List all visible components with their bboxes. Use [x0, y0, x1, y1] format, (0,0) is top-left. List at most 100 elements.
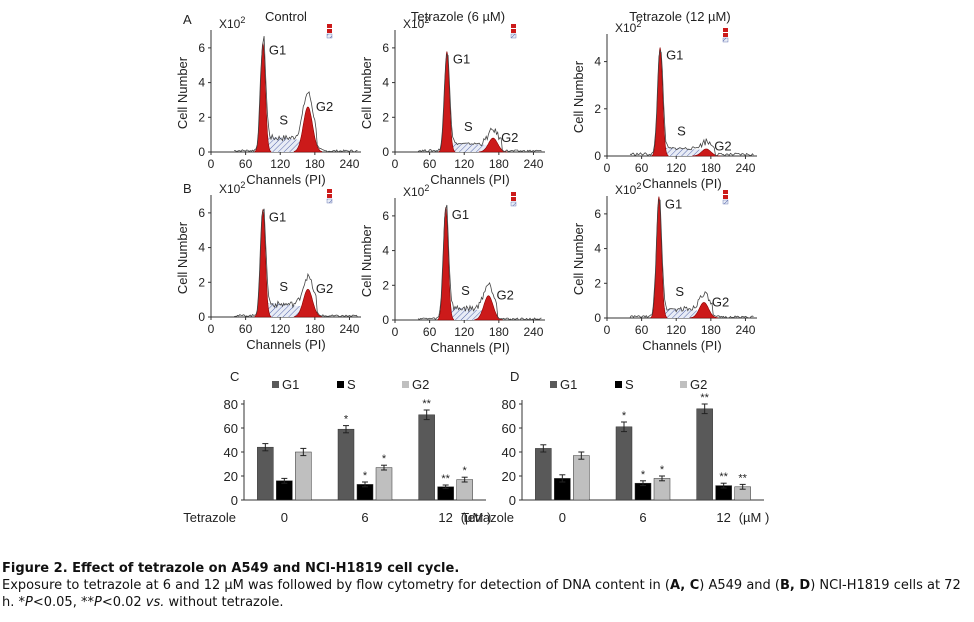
g1-peak [254, 209, 272, 318]
histogram-trace [417, 204, 542, 321]
g2-peak [293, 288, 323, 318]
x-tick-label: 180 [489, 157, 509, 171]
label-g1: G1 [269, 209, 286, 224]
label-g1: G1 [269, 43, 286, 58]
bar-g2-6 [375, 467, 393, 501]
mini-legend [722, 28, 729, 43]
y-tick-label: 0 [198, 310, 205, 324]
mini-legend [722, 190, 729, 205]
g2-peak [293, 106, 323, 153]
x-tick-label: 240 [523, 325, 543, 339]
y-tick-label: 2 [594, 276, 601, 290]
bar-g1-0 [257, 446, 274, 501]
x-tick-label: 0 [208, 157, 215, 171]
x-tick-label: 240 [523, 157, 543, 171]
label-g2: G2 [712, 294, 729, 309]
y-tick-label: 0 [594, 311, 601, 325]
y-axis-title: Cell Number [175, 221, 190, 294]
bar-g2-0 [573, 455, 590, 501]
y-tick-label: 2 [198, 275, 205, 289]
panel-label-c: C [230, 369, 239, 384]
legend-swatch-g1 [550, 381, 557, 388]
x-category-label: 12 [438, 510, 452, 525]
mini-legend-swatch [326, 33, 333, 39]
g1-peak [437, 207, 455, 321]
mini-legend-swatch [327, 189, 332, 193]
y-multiplier: X102 [615, 181, 641, 197]
caption-title: Figure 2. Effect of tetrazole on A549 an… [2, 561, 460, 576]
x-category-label: 0 [559, 510, 566, 525]
mini-legend [510, 24, 517, 39]
significance-mark: * [382, 453, 387, 465]
y-axis-title: Cell Number [571, 222, 586, 295]
y-tick-label: 2 [382, 278, 389, 292]
legend-label-g1: G1 [560, 377, 577, 392]
y-tick-label: 20 [502, 469, 516, 484]
x-tick-label: 60 [635, 323, 649, 337]
x-tick-label: 120 [454, 157, 474, 171]
mini-legend-swatch [511, 197, 516, 201]
y-tick-label: 4 [382, 244, 389, 258]
y-tick-label: 0 [382, 145, 389, 159]
significance-mark: ** [719, 471, 728, 483]
legend-swatch-g2 [402, 381, 409, 388]
x-tick-label: 240 [339, 157, 359, 171]
label-g2: G2 [316, 99, 333, 114]
mini-legend [326, 24, 333, 39]
mini-legend-swatch [511, 24, 516, 28]
x-tick-label: 120 [666, 323, 686, 337]
legend-label-s: S [625, 377, 634, 392]
histogram-trace [629, 199, 754, 319]
g2-peak [689, 302, 719, 319]
y-tick-label: 20 [224, 469, 238, 484]
bar-g2-0 [295, 451, 312, 501]
label-s: S [279, 112, 288, 127]
x-axis-title: Channels (PI) [246, 337, 325, 352]
x-tick-label: 60 [239, 157, 253, 171]
y-tick-label: 6 [382, 41, 389, 55]
x-category-label: 6 [361, 510, 368, 525]
label-s: S [677, 124, 686, 139]
y-tick-label: 60 [502, 421, 516, 436]
x-tick-label: 60 [423, 157, 437, 171]
x-tick-label: 180 [701, 323, 721, 337]
bar-g1-0 [535, 448, 552, 501]
y-tick-label: 4 [198, 241, 205, 255]
y-tick-label: 2 [594, 102, 601, 116]
mini-legend-swatch [326, 198, 333, 204]
x-axis-title: Channels (PI) [642, 338, 721, 353]
x-tick-label: 180 [489, 325, 509, 339]
g1-peak [254, 42, 272, 153]
histogram-trace [417, 53, 542, 153]
histogram-trace [234, 36, 358, 153]
legend-swatch-g2 [680, 381, 687, 388]
g1-peak [438, 51, 456, 153]
x-tick-label: 60 [239, 322, 253, 336]
mini-legend-swatch [723, 195, 728, 199]
label-s: S [675, 284, 684, 299]
significance-mark: * [363, 470, 368, 482]
panel-label-d: D [510, 369, 519, 384]
x-axis-title: Channels (PI) [430, 340, 509, 355]
y-tick-label: 6 [382, 209, 389, 223]
legend-swatch-s [615, 381, 622, 388]
bar-g1-6 [337, 428, 355, 501]
x-tick-label: 60 [635, 161, 649, 175]
y-axis-title: Cell Number [359, 56, 374, 129]
column-title: Control [265, 9, 307, 24]
bar-g2-12 [456, 479, 473, 501]
panel-label-b: B [183, 181, 192, 196]
mini-legend [510, 192, 517, 207]
y-tick-label: 0 [594, 149, 601, 163]
y-tick-label: 4 [594, 242, 601, 256]
significance-mark: * [344, 414, 349, 426]
y-tick-label: 6 [198, 206, 205, 220]
panel-label-a: A [183, 12, 192, 27]
label-g2: G2 [501, 130, 518, 145]
label-s: S [279, 279, 288, 294]
significance-mark: * [622, 410, 627, 422]
